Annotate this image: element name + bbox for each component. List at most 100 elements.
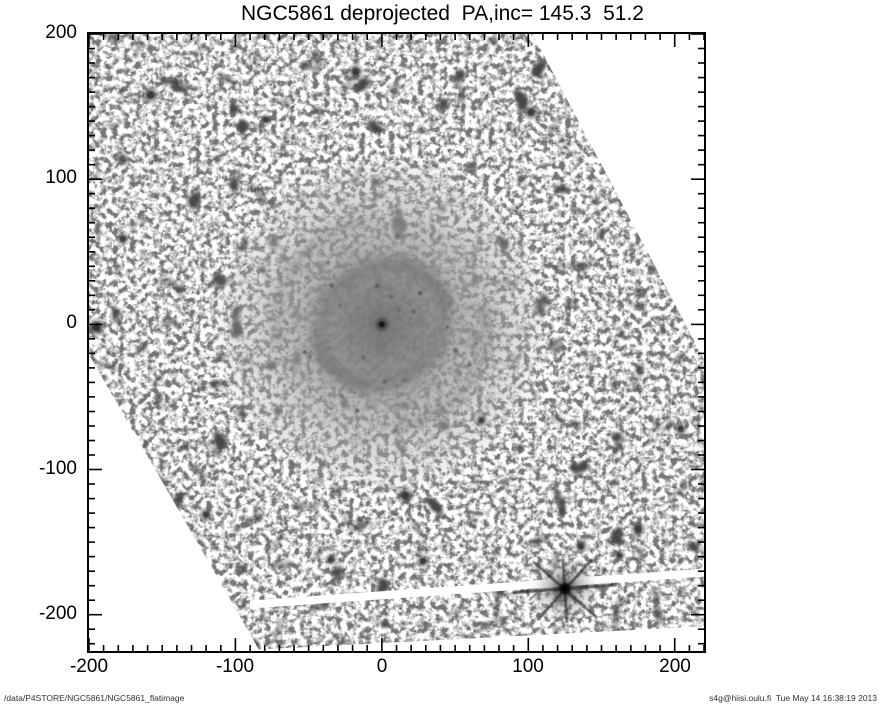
field-source	[172, 279, 178, 285]
field-source	[129, 248, 133, 252]
field-source	[672, 49, 676, 53]
field-source	[371, 35, 375, 40]
field-source	[612, 179, 614, 182]
field-source	[608, 195, 612, 200]
field-source	[650, 183, 655, 187]
y-tick-label: 200	[45, 22, 77, 43]
x-tick-label: 0	[376, 656, 388, 677]
field-source	[107, 353, 110, 356]
field-source	[621, 596, 624, 599]
galaxy-knot	[337, 303, 342, 307]
bright-star-center	[562, 586, 568, 592]
galaxy-knot	[290, 326, 295, 331]
field-source	[658, 107, 661, 111]
galaxy-knot	[474, 342, 478, 345]
field-source	[391, 87, 398, 94]
galaxy-knot	[417, 290, 423, 296]
field-source	[635, 469, 641, 475]
field-source	[475, 501, 481, 507]
field-source	[103, 445, 106, 449]
field-source	[531, 193, 537, 199]
galaxy-knot	[393, 429, 397, 433]
galaxy-knot	[325, 260, 331, 265]
field-source	[692, 385, 698, 392]
field-source	[257, 54, 261, 58]
galaxy-knot	[452, 347, 459, 353]
galaxy-knot	[429, 233, 433, 236]
x-tick-label: -100	[215, 656, 255, 677]
galaxy-knot	[329, 283, 335, 289]
galaxy-nucleus	[379, 321, 385, 327]
galaxy-knot	[473, 343, 476, 346]
image-field	[89, 34, 704, 650]
x-tick-label: 200	[659, 656, 691, 677]
field-source	[527, 441, 532, 446]
notable-source	[203, 511, 210, 518]
field-source	[686, 191, 689, 195]
field-source	[394, 639, 401, 646]
notable-source	[634, 525, 642, 533]
field-source	[476, 621, 482, 626]
field-source	[464, 639, 471, 646]
field-source	[365, 500, 370, 505]
field-source	[653, 634, 659, 640]
field-source	[583, 91, 585, 94]
edge-star-core	[92, 323, 101, 332]
y-tick-label: -100	[38, 458, 77, 479]
galaxy-image-plot	[89, 34, 704, 651]
notable-source	[146, 91, 155, 99]
galaxy-knot	[339, 393, 345, 399]
field-source	[691, 521, 694, 525]
notable-source	[578, 543, 584, 550]
field-source	[327, 125, 330, 127]
field-source	[479, 152, 484, 158]
field-source	[95, 122, 101, 128]
field-source	[539, 511, 543, 515]
field-source	[681, 217, 684, 220]
galaxy-knot	[322, 282, 328, 288]
axis-ticks	[89, 34, 704, 651]
galaxy-knot	[355, 408, 360, 413]
field-source	[124, 481, 129, 486]
notable-source	[527, 109, 535, 116]
galaxy-knot	[382, 379, 388, 385]
field-source	[606, 82, 612, 88]
field-source	[649, 437, 657, 445]
field-source	[162, 461, 169, 469]
notable-source	[401, 491, 410, 500]
galaxy-knot	[411, 309, 417, 315]
galaxy-knot	[394, 234, 400, 240]
spiral-arms	[270, 215, 494, 434]
field-source	[538, 131, 543, 137]
galaxy-knot	[303, 349, 307, 354]
field-source	[352, 627, 357, 631]
notable-source	[328, 557, 334, 562]
field-source	[486, 549, 489, 551]
field-source	[399, 530, 403, 534]
field-source	[196, 130, 199, 133]
field-source	[207, 103, 211, 107]
y-tick-label: 100	[45, 167, 77, 188]
field-source	[643, 213, 651, 221]
galaxy-knots	[290, 233, 478, 433]
field-source	[432, 58, 437, 64]
field-source	[445, 540, 449, 544]
field-source	[611, 61, 615, 65]
galaxy-knot	[304, 276, 309, 280]
field-source	[290, 525, 294, 529]
field-source	[152, 365, 157, 370]
x-tick-label: 100	[512, 656, 544, 677]
field-source	[564, 182, 568, 186]
notable-source	[478, 417, 484, 423]
field-source	[157, 409, 161, 413]
notable-source	[677, 425, 684, 432]
field-source	[661, 99, 667, 105]
field-source	[632, 636, 637, 640]
field-source	[107, 549, 114, 556]
galaxy-knot	[402, 378, 407, 383]
galaxy-knot	[374, 283, 380, 289]
galaxy	[206, 149, 557, 500]
field-source	[540, 105, 543, 108]
galaxy-knot	[395, 307, 401, 313]
field-source	[374, 556, 379, 561]
